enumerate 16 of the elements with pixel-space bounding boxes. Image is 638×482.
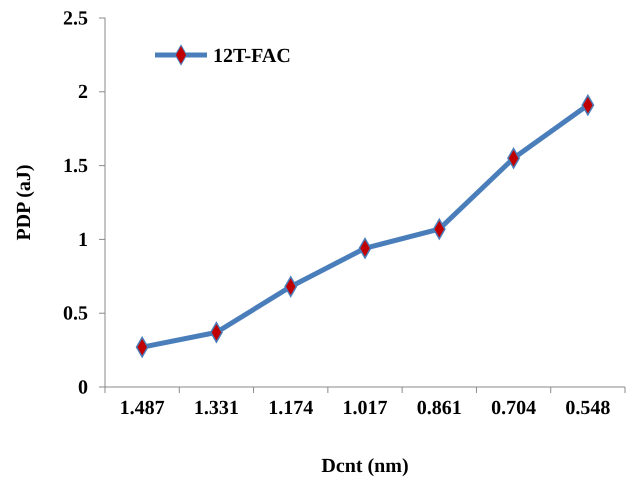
y-tick-label: 2	[78, 81, 88, 104]
x-axis-title: Dcnt (nm)	[321, 455, 409, 477]
y-tick-label: 0	[78, 376, 88, 398]
x-tick-label: 1.487	[120, 397, 165, 419]
x-tick-label: 0.548	[565, 397, 610, 419]
x-tick-label: 0.704	[491, 397, 536, 419]
x-tick-label: 1.174	[268, 397, 314, 419]
y-tick-label: 1.5	[63, 155, 88, 177]
legend-label: 12T-FAC	[213, 45, 291, 67]
x-tick-label: 1.331	[194, 397, 239, 419]
y-axis-title: PDP (aJ)	[13, 164, 35, 241]
x-tick-label: 1.017	[342, 397, 388, 419]
x-tick-label: 0.861	[416, 397, 462, 419]
y-tick-label: 2.5	[63, 7, 88, 30]
y-tick-label: 1	[78, 228, 88, 251]
y-tick-label: 0.5	[63, 302, 88, 325]
